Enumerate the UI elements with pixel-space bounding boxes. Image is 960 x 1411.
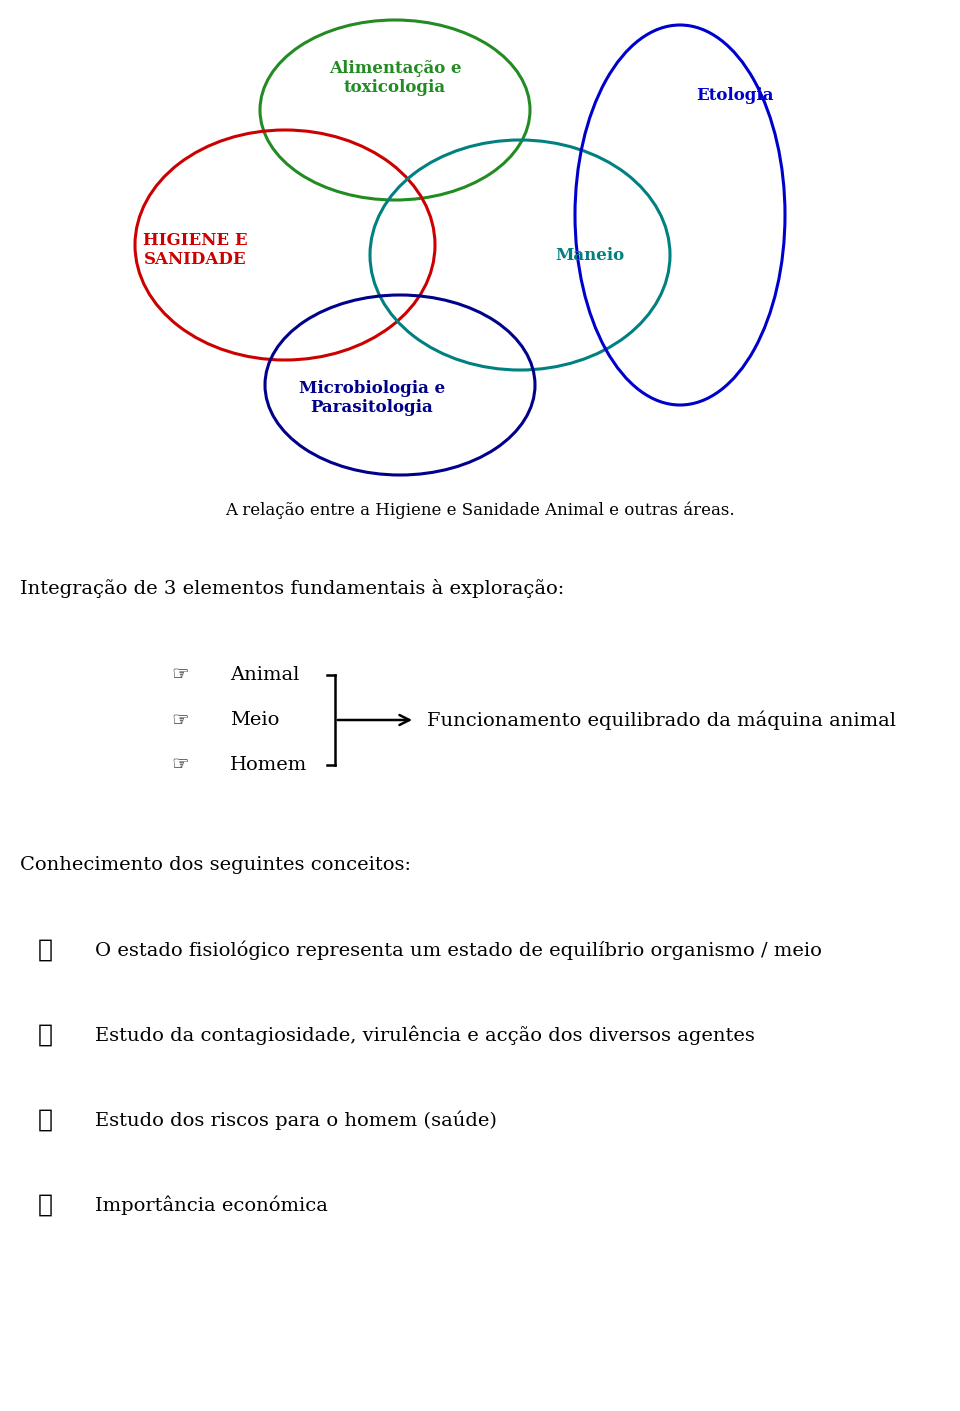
Text: ⥇: ⥇ (37, 938, 53, 962)
Text: Estudo dos riscos para o homem (saúde): Estudo dos riscos para o homem (saúde) (95, 1110, 497, 1130)
Text: A relação entre a Higiene e Sanidade Animal e outras áreas.: A relação entre a Higiene e Sanidade Ani… (226, 501, 734, 519)
Text: ⥇: ⥇ (37, 1023, 53, 1047)
Text: ☞: ☞ (171, 711, 189, 729)
Text: ⥇: ⥇ (37, 1192, 53, 1218)
Text: Microbiologia e
Parasitologia: Microbiologia e Parasitologia (299, 380, 445, 416)
Text: Estudo da contagiosidade, virulência e acção dos diversos agentes: Estudo da contagiosidade, virulência e a… (95, 1026, 755, 1044)
Text: Animal: Animal (230, 666, 300, 684)
Text: Etologia: Etologia (696, 86, 774, 103)
Text: Homem: Homem (230, 756, 307, 775)
Text: Funcionamento equilibrado da máquina animal: Funcionamento equilibrado da máquina ani… (427, 710, 896, 729)
Text: Integração de 3 elementos fundamentais à exploração:: Integração de 3 elementos fundamentais à… (20, 579, 564, 597)
Text: ⥇: ⥇ (37, 1108, 53, 1132)
Text: Alimentação e
toxicologia: Alimentação e toxicologia (328, 59, 461, 96)
Text: Meio: Meio (230, 711, 279, 729)
Text: HIGIENE E
SANIDADE: HIGIENE E SANIDADE (143, 231, 248, 268)
Text: O estado fisiológico representa um estado de equilíbrio organismo / meio: O estado fisiológico representa um estad… (95, 940, 822, 959)
Text: Conhecimento dos seguintes conceitos:: Conhecimento dos seguintes conceitos: (20, 856, 411, 873)
Text: Maneio: Maneio (556, 247, 625, 264)
Text: Importância económica: Importância económica (95, 1195, 328, 1215)
Text: ☞: ☞ (171, 666, 189, 684)
Text: ☞: ☞ (171, 755, 189, 775)
